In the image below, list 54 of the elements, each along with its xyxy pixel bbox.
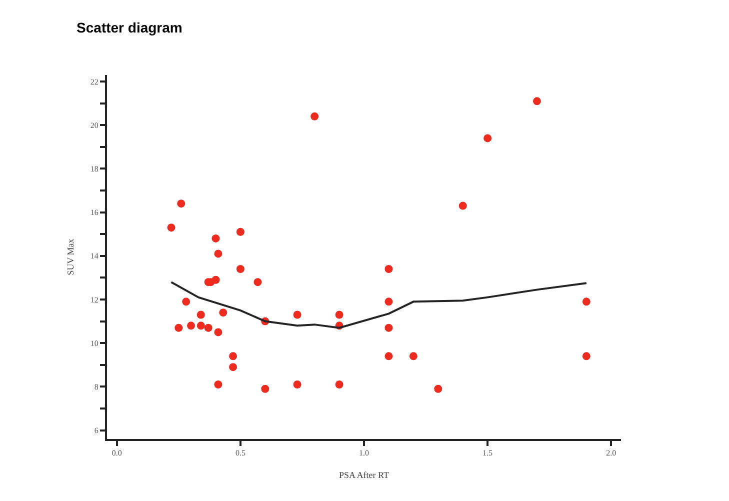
point — [187, 322, 196, 330]
point — [236, 228, 244, 236]
y-tick-label: 10 — [90, 338, 98, 348]
point — [582, 298, 590, 306]
point — [204, 324, 212, 332]
point — [167, 224, 176, 232]
point — [254, 278, 262, 286]
y-tick-label: 18 — [90, 164, 98, 174]
point — [196, 322, 205, 330]
point — [384, 352, 393, 360]
y-tick-label: 22 — [90, 77, 98, 86]
point — [532, 97, 541, 106]
point — [310, 112, 319, 120]
point — [335, 310, 344, 319]
x-tick-label: 0.5 — [235, 448, 246, 458]
point — [219, 308, 228, 317]
point — [196, 310, 205, 319]
point — [236, 264, 244, 273]
point — [293, 310, 302, 319]
y-tick-label: 8 — [94, 382, 98, 392]
y-tick-label: 12 — [90, 295, 98, 304]
point — [229, 363, 238, 372]
x-tick-label: 1.5 — [482, 448, 493, 458]
chart-title: Scatter diagram — [76, 19, 182, 36]
x-tick-label: 0.0 — [112, 448, 122, 458]
point — [434, 384, 442, 393]
point — [293, 380, 302, 389]
point — [177, 200, 186, 208]
line-series — [170, 281, 588, 329]
y-tick-label: 14 — [90, 252, 98, 261]
point — [212, 276, 220, 284]
point — [409, 352, 418, 360]
point — [484, 134, 492, 142]
point — [229, 352, 238, 360]
point — [214, 380, 222, 389]
point — [384, 264, 393, 273]
point — [214, 328, 222, 336]
point — [384, 298, 393, 306]
y-tick-label: 16 — [90, 208, 98, 218]
point — [174, 324, 183, 332]
y-axis-title: SUV Max — [65, 238, 76, 276]
point — [182, 298, 190, 306]
x-tick-label: 2.0 — [606, 448, 616, 458]
point — [212, 234, 220, 242]
y-tick-label: 20 — [90, 120, 98, 130]
point — [214, 250, 222, 258]
point — [582, 352, 590, 360]
y-tick-label: 6 — [94, 426, 98, 436]
point — [384, 324, 393, 332]
point — [458, 202, 467, 210]
point — [261, 384, 270, 393]
x-axis-title: PSA After RT — [339, 470, 390, 480]
point — [335, 380, 344, 389]
x-tick-label: 1.0 — [359, 448, 369, 458]
